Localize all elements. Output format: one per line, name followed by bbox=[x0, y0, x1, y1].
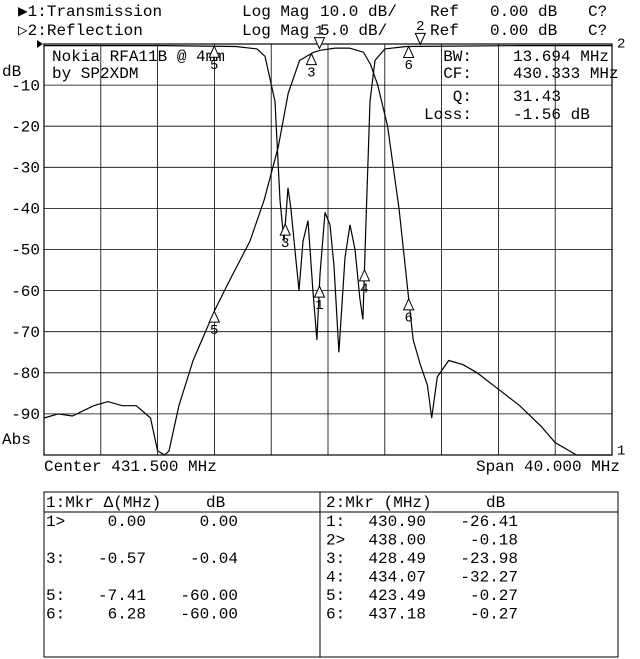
marker-freq: 428.49 bbox=[368, 550, 426, 568]
marker bbox=[208, 45, 221, 58]
marker bbox=[279, 222, 292, 236]
marker bbox=[313, 37, 326, 50]
marker-label: 6 bbox=[404, 58, 412, 74]
y-tick-label: -80 bbox=[11, 365, 40, 383]
header-field: Ref bbox=[430, 22, 459, 40]
marker-freq: 437.18 bbox=[368, 606, 426, 624]
marker-label: 3 bbox=[307, 65, 315, 81]
trace-end-label: 2 bbox=[617, 37, 625, 53]
y-tick-label: -20 bbox=[11, 118, 40, 136]
marker-id: 3: bbox=[326, 550, 345, 568]
x-label-left: Center 431.500 MHz bbox=[44, 458, 217, 476]
marker-value: -0.27 bbox=[470, 606, 518, 624]
y-unit: dB bbox=[2, 63, 21, 81]
marker bbox=[414, 32, 427, 46]
marker-id: 6: bbox=[46, 606, 65, 624]
marker-freq: 423.49 bbox=[368, 587, 426, 605]
marker-value: -32.27 bbox=[460, 569, 518, 587]
marker-box bbox=[43, 491, 619, 658]
marker bbox=[313, 284, 326, 298]
marker-value: -0.18 bbox=[470, 532, 518, 550]
marker-freq: 0.00 bbox=[108, 513, 146, 531]
table-header: dB bbox=[486, 494, 505, 512]
readout-value: -1.56 dB bbox=[513, 106, 590, 124]
marker-id: 4: bbox=[326, 569, 345, 587]
table-header: 2:Mkr (MHz) bbox=[326, 494, 432, 512]
marker-freq: -7.41 bbox=[98, 587, 146, 605]
marker-label: 5 bbox=[210, 58, 218, 74]
marker-id: 5: bbox=[46, 587, 65, 605]
header-field: 0.00 dB bbox=[490, 3, 557, 21]
y-tick-label: -70 bbox=[11, 324, 40, 342]
header-field: ▷2:Reflection bbox=[18, 22, 143, 40]
y-tick-label: -10 bbox=[11, 77, 40, 95]
marker-freq: 434.07 bbox=[368, 569, 426, 587]
marker-value: -23.98 bbox=[460, 550, 518, 568]
marker-id: 5: bbox=[326, 587, 345, 605]
marker-id: 3: bbox=[46, 550, 65, 568]
marker-value: -0.27 bbox=[470, 587, 518, 605]
header-field: 0.00 dB bbox=[490, 22, 557, 40]
marker bbox=[402, 297, 415, 311]
marker-label: 1 bbox=[315, 23, 323, 39]
marker-value: -0.04 bbox=[190, 550, 238, 568]
header-field: C? bbox=[588, 22, 607, 40]
marker-id: 2> bbox=[326, 532, 345, 550]
annotation: by SP2XDM bbox=[52, 65, 138, 83]
readout-label: CF: bbox=[443, 65, 472, 83]
marker bbox=[208, 309, 221, 323]
marker-value: -60.00 bbox=[180, 606, 238, 624]
y-tick-label: -60 bbox=[11, 283, 40, 301]
readout-label: Loss: bbox=[424, 106, 472, 124]
marker-value: 0.00 bbox=[200, 513, 238, 531]
marker-label: 1 bbox=[315, 298, 323, 314]
marker-label: 4 bbox=[360, 282, 368, 298]
header-field: 5.0 dB/ bbox=[320, 22, 387, 40]
marker bbox=[305, 52, 318, 66]
y-format: Abs bbox=[2, 431, 31, 449]
header-field: C? bbox=[588, 3, 607, 21]
marker-label: 5 bbox=[210, 323, 218, 339]
y-tick-label: -50 bbox=[11, 242, 40, 260]
marker-value: -60.00 bbox=[180, 587, 238, 605]
marker-freq: 6.28 bbox=[108, 606, 146, 624]
marker-id: 1> bbox=[46, 513, 65, 531]
readout-label: Q: bbox=[453, 88, 472, 106]
marker bbox=[358, 268, 371, 282]
marker-label: 6 bbox=[404, 311, 412, 327]
header-field: 10.0 dB/ bbox=[320, 3, 397, 21]
y-tick-label: -90 bbox=[11, 406, 40, 424]
marker-freq: 430.90 bbox=[368, 513, 426, 531]
marker-id: 6: bbox=[326, 606, 345, 624]
readout-value: 13.694 MHz bbox=[513, 48, 609, 66]
readout-value: 31.43 bbox=[513, 88, 561, 106]
ref-pointer bbox=[37, 40, 43, 48]
header-field: ▶1:Transmission bbox=[18, 3, 162, 21]
header-field: Log Mag bbox=[242, 22, 309, 40]
readout-value: 430.333 MHz bbox=[513, 65, 619, 83]
annotation: Nokia RFA11B @ 4mm bbox=[52, 48, 225, 66]
marker-value: -26.41 bbox=[460, 513, 518, 531]
trace bbox=[43, 47, 612, 456]
marker-label: 3 bbox=[281, 236, 289, 252]
trace-end-label: 1 bbox=[617, 444, 625, 460]
table-header: dB bbox=[206, 494, 225, 512]
y-tick-label: -30 bbox=[11, 160, 40, 178]
marker bbox=[402, 45, 415, 58]
header-field: Log Mag bbox=[242, 3, 309, 21]
marker-label: 2 bbox=[416, 19, 424, 35]
marker-id: 1: bbox=[326, 513, 345, 531]
marker-freq: -0.57 bbox=[98, 550, 146, 568]
marker-freq: 438.00 bbox=[368, 532, 426, 550]
table-header: 1:Mkr Δ(MHz) bbox=[46, 494, 161, 512]
trace bbox=[44, 45, 612, 353]
readout-label: BW: bbox=[443, 48, 472, 66]
y-tick-label: -40 bbox=[11, 201, 40, 219]
header-field: Ref bbox=[430, 3, 459, 21]
x-label-right: Span 40.000 MHz bbox=[476, 458, 620, 476]
